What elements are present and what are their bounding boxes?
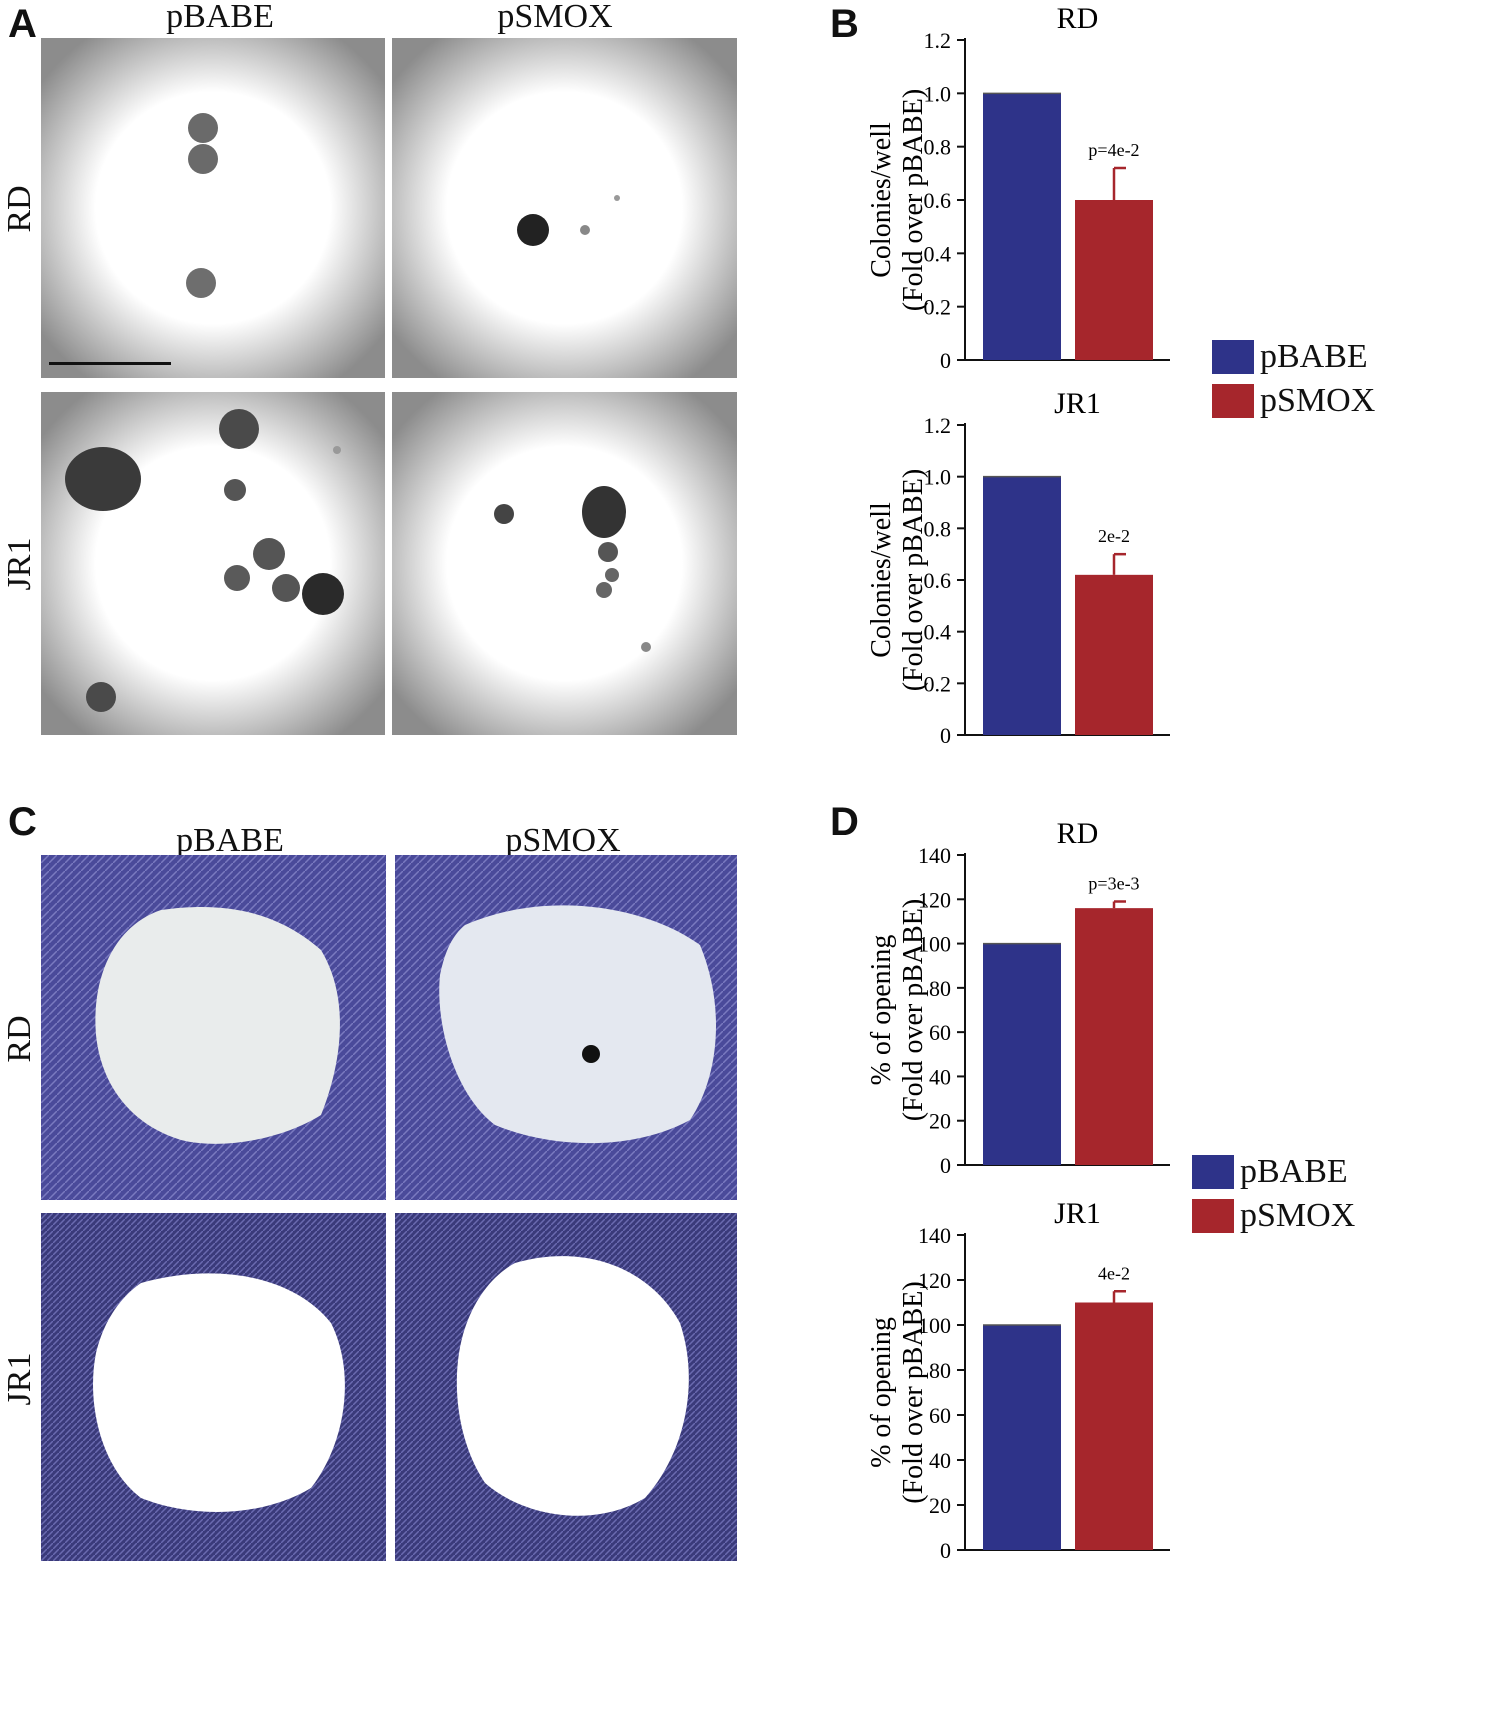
y-tick-label: 0.4 [924, 241, 952, 266]
y-tick-label: 60 [929, 1020, 951, 1045]
y-axis-label: Colonies/well [866, 502, 897, 658]
y-axis-label: % of opening [866, 1317, 897, 1468]
panel-a-letter: A [8, 2, 37, 46]
chart-title: RD [1057, 2, 1099, 35]
y-tick-label: 0.6 [924, 188, 952, 213]
legend-swatch-psmox [1212, 384, 1254, 418]
panel-a-col-psmox: pSMOX [497, 0, 613, 35]
legend-item-pbabe: pBABE [1212, 335, 1375, 379]
chart-d-rd: RD 0 20 40 60 80 100 120 140 % of opening (Fold ov… [830, 815, 1190, 1185]
micrograph-a-jr1-pbabe [41, 392, 385, 735]
scale-bar [49, 362, 171, 365]
micrograph-a-rd-pbabe [41, 38, 385, 378]
chart-svg: RD 0 0.2 0.4 0.6 0.8 1.0 1.2 Colonies/well (Fold … [866, 2, 1170, 373]
y-tick-label: 100 [918, 932, 951, 957]
y-tick-label: 0 [940, 1153, 951, 1178]
panel-c-row-rd: RD [1, 1015, 38, 1063]
y-axis-label: (Fold over pBABE) [898, 469, 929, 691]
micrograph-c-jr1-psmox [395, 1213, 737, 1561]
y-tick-label: 0.6 [924, 568, 952, 593]
legend-label-psmox: pSMOX [1240, 1197, 1356, 1234]
y-axis-label: (Fold over pBABE) [898, 89, 929, 311]
y-tick-label: 0.8 [924, 516, 952, 541]
y-tick-label: 0.4 [924, 620, 952, 645]
panel-a-col-pbabe: pBABE [166, 0, 274, 35]
y-tick-label: 0.2 [924, 295, 952, 320]
legend-b: pBABE pSMOX [1212, 335, 1375, 423]
y-tick-label: 140 [918, 1223, 951, 1248]
y-axis-label: (Fold over pBABE) [898, 899, 929, 1121]
y-tick-label: 120 [918, 1268, 951, 1293]
panel-b-letter: B [830, 2, 859, 46]
y-tick-label: 20 [929, 1109, 951, 1134]
y-tick-label: 100 [918, 1313, 951, 1338]
legend-swatch-pbabe [1212, 340, 1254, 374]
chart-title: JR1 [1054, 1197, 1101, 1230]
micrograph-c-jr1-pbabe [41, 1213, 386, 1561]
y-tick-label: 1.0 [924, 465, 952, 490]
bar-pbabe [983, 943, 1061, 1165]
bar-pbabe [983, 93, 1061, 360]
panel-c-letter: C [8, 800, 37, 844]
chart-b-jr1: JR1 0 0.2 0.4 0.6 0.8 1.0 1.2 Colonies/well (Fold… [830, 385, 1190, 755]
p-value-annotation: 2e-2 [1098, 526, 1130, 546]
micrograph-c-rd-psmox [395, 855, 737, 1200]
bar-pbabe [983, 476, 1061, 735]
y-axis-label: (Fold over pBABE) [898, 1281, 929, 1503]
p-value-annotation: p=3e-3 [1088, 874, 1139, 894]
micrograph-a-rd-psmox [392, 38, 737, 378]
panel-d-letter: D [830, 800, 859, 844]
y-tick-label: 0.8 [924, 135, 952, 160]
y-tick-label: 0 [940, 1538, 951, 1563]
y-tick-label: 80 [929, 1358, 951, 1383]
legend-item-psmox: pSMOX [1212, 379, 1375, 423]
legend-d: pBABE pSMOX [1192, 1150, 1355, 1238]
bar-psmox [1075, 574, 1153, 735]
legend-item-pbabe: pBABE [1192, 1150, 1355, 1194]
legend-swatch-psmox [1192, 1199, 1234, 1233]
chart-b-rd: RD 0 0.2 0.4 0.6 0.8 1.0 1.2 Colonies/well (Fold … [830, 0, 1190, 380]
chart-title: JR1 [1054, 387, 1101, 420]
panel-a-row-jr1: JR1 [1, 537, 38, 591]
legend-label-pbabe: pBABE [1260, 338, 1368, 375]
panel-c-row-jr1: JR1 [1, 1352, 38, 1406]
y-tick-label: 120 [918, 887, 951, 912]
panel-a-row-rd: RD [1, 185, 38, 233]
y-tick-label: 1.2 [924, 28, 952, 53]
bar-pbabe [983, 1325, 1061, 1550]
y-tick-label: 1.2 [924, 413, 952, 438]
y-axis-label: Colonies/well [866, 122, 897, 278]
y-tick-label: 40 [929, 1064, 951, 1089]
bar-psmox [1075, 1302, 1153, 1550]
chart-svg: JR1 0 20 40 60 80 100 120 140 % of opening (Fold o… [866, 1197, 1170, 1563]
p-value-annotation: 4e-2 [1098, 1263, 1130, 1283]
y-tick-label: 1.0 [924, 81, 952, 106]
y-tick-label: 40 [929, 1448, 951, 1473]
y-tick-label: 80 [929, 976, 951, 1001]
y-tick-label: 0 [940, 348, 951, 373]
y-tick-label: 0.2 [924, 671, 952, 696]
panel-c-col-psmox: pSMOX [505, 822, 621, 859]
y-tick-label: 20 [929, 1493, 951, 1518]
micrograph-a-jr1-psmox [392, 392, 737, 735]
y-axis-label: % of opening [866, 935, 897, 1086]
chart-title: RD [1057, 817, 1099, 850]
y-tick-label: 140 [918, 843, 951, 868]
chart-svg: RD 0 20 40 60 80 100 120 140 % of opening (Fold ov… [866, 817, 1170, 1178]
micrograph-c-rd-pbabe [41, 855, 386, 1200]
p-value-annotation: p=4e-2 [1088, 140, 1139, 160]
bar-psmox [1075, 200, 1153, 360]
legend-item-psmox: pSMOX [1192, 1194, 1355, 1238]
legend-label-psmox: pSMOX [1260, 382, 1376, 419]
y-tick-label: 0 [940, 723, 951, 748]
chart-svg: JR1 0 0.2 0.4 0.6 0.8 1.0 1.2 Colonies/well (Fold… [866, 387, 1170, 748]
panel-c-col-pbabe: pBABE [176, 822, 284, 859]
legend-swatch-pbabe [1192, 1155, 1234, 1189]
chart-d-jr1: JR1 0 20 40 60 80 100 120 140 % of opening (Fold o… [830, 1195, 1190, 1570]
legend-label-pbabe: pBABE [1240, 1153, 1348, 1190]
bar-psmox [1075, 908, 1153, 1165]
y-tick-label: 60 [929, 1403, 951, 1428]
